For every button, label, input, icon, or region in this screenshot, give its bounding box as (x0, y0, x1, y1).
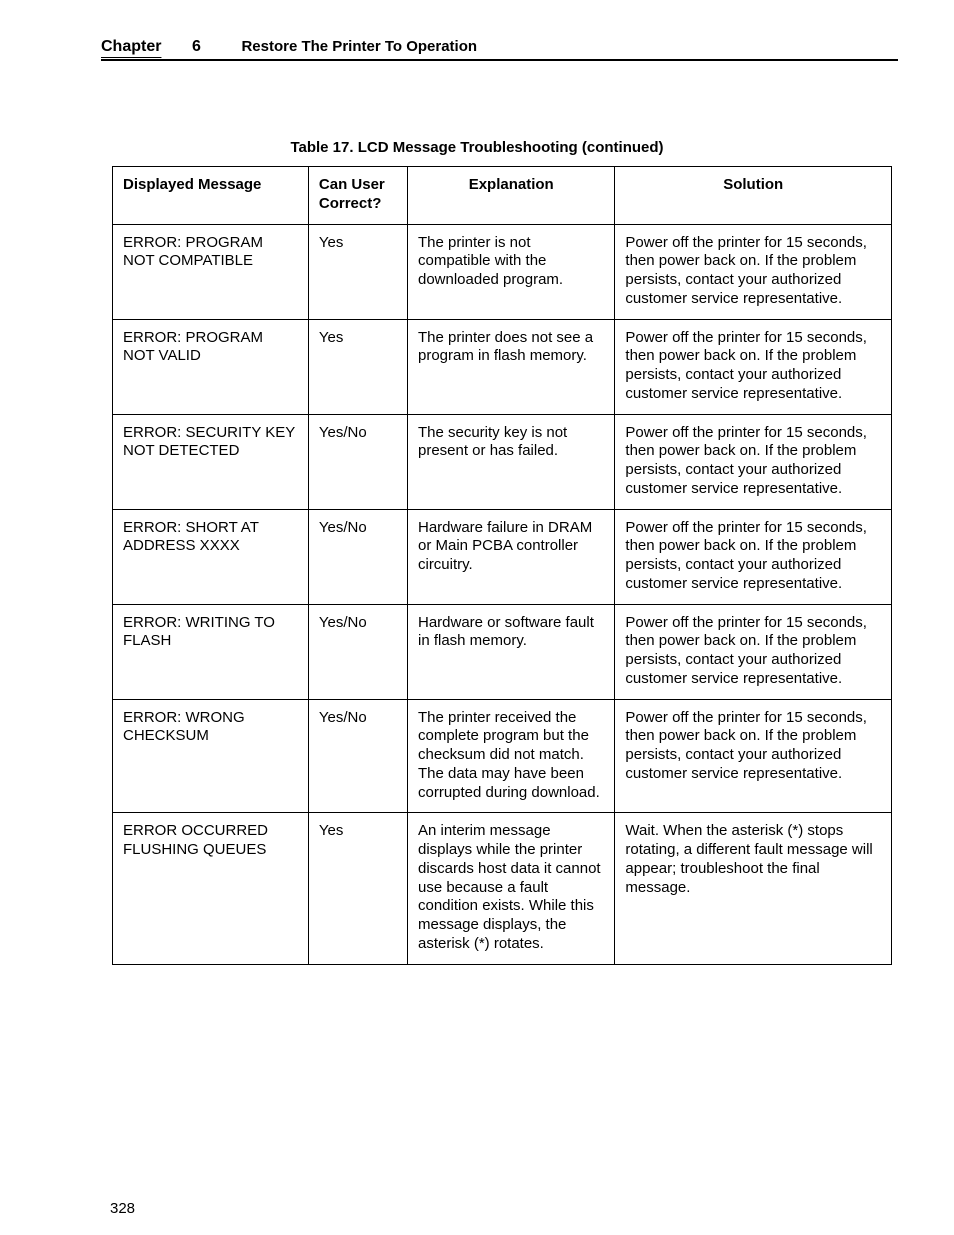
cell-message: ERROR: PROGRAM NOT COMPATIBLE (113, 224, 309, 319)
cell-can-user: Yes/No (308, 414, 407, 509)
cell-message: ERROR OCCURRED FLUSHING QUEUES (113, 813, 309, 964)
cell-explanation: The security key is not present or has f… (407, 414, 614, 509)
table-caption: Table 17. LCD Message Troubleshooting (c… (56, 139, 898, 156)
cell-message: ERROR: SECURITY KEY NOT DETECTED (113, 414, 309, 509)
cell-solution: Power off the printer for 15 seconds, th… (615, 509, 892, 604)
cell-solution: Power off the printer for 15 seconds, th… (615, 604, 892, 699)
table-row: ERROR: PROGRAM NOT COMPATIBLE Yes The pr… (113, 224, 892, 319)
cell-solution: Power off the printer for 15 seconds, th… (615, 699, 892, 813)
cell-explanation: The printer does not see a program in fl… (407, 319, 614, 414)
col-header-can-user: Can User Correct? (308, 167, 407, 225)
cell-can-user: Yes/No (308, 699, 407, 813)
cell-message: ERROR: WRONG CHECKSUM (113, 699, 309, 813)
table-row: ERROR: SECURITY KEY NOT DETECTED Yes/No … (113, 414, 892, 509)
page-header: Chapter 6 Restore The Printer To Operati… (101, 38, 898, 61)
table-row: ERROR: WRITING TO FLASH Yes/No Hardware … (113, 604, 892, 699)
cell-explanation: The printer is not compatible with the d… (407, 224, 614, 319)
cell-explanation: Hardware failure in DRAM or Main PCBA co… (407, 509, 614, 604)
table-body: ERROR: PROGRAM NOT COMPATIBLE Yes The pr… (113, 224, 892, 964)
cell-message: ERROR: PROGRAM NOT VALID (113, 319, 309, 414)
table-row: ERROR OCCURRED FLUSHING QUEUES Yes An in… (113, 813, 892, 964)
cell-can-user: Yes (308, 813, 407, 964)
col-header-solution: Solution (615, 167, 892, 225)
cell-can-user: Yes/No (308, 509, 407, 604)
col-header-explanation: Explanation (407, 167, 614, 225)
cell-solution: Power off the printer for 15 seconds, th… (615, 414, 892, 509)
cell-can-user: Yes (308, 224, 407, 319)
cell-solution: Power off the printer for 15 seconds, th… (615, 224, 892, 319)
cell-message: ERROR: WRITING TO FLASH (113, 604, 309, 699)
cell-message: ERROR: SHORT AT ADDRESS XXXX (113, 509, 309, 604)
cell-solution: Power off the printer for 15 seconds, th… (615, 319, 892, 414)
cell-can-user: Yes/No (308, 604, 407, 699)
page-number: 328 (110, 1200, 135, 1217)
table-header-row: Displayed Message Can User Correct? Expl… (113, 167, 892, 225)
table-row: ERROR: WRONG CHECKSUM Yes/No The printer… (113, 699, 892, 813)
cell-can-user: Yes (308, 319, 407, 414)
table-row: ERROR: PROGRAM NOT VALID Yes The printer… (113, 319, 892, 414)
chapter-label: Chapter (101, 38, 161, 56)
cell-solution: Wait. When the asterisk (*) stops rotati… (615, 813, 892, 964)
cell-explanation: The printer received the complete progra… (407, 699, 614, 813)
cell-explanation: Hardware or software fault in flash memo… (407, 604, 614, 699)
cell-explanation: An interim message displays while the pr… (407, 813, 614, 964)
chapter-number: 6 (192, 38, 201, 55)
table-row: ERROR: SHORT AT ADDRESS XXXX Yes/No Hard… (113, 509, 892, 604)
troubleshooting-table: Displayed Message Can User Correct? Expl… (112, 166, 892, 965)
section-title: Restore The Printer To Operation (241, 38, 477, 55)
col-header-message: Displayed Message (113, 167, 309, 225)
